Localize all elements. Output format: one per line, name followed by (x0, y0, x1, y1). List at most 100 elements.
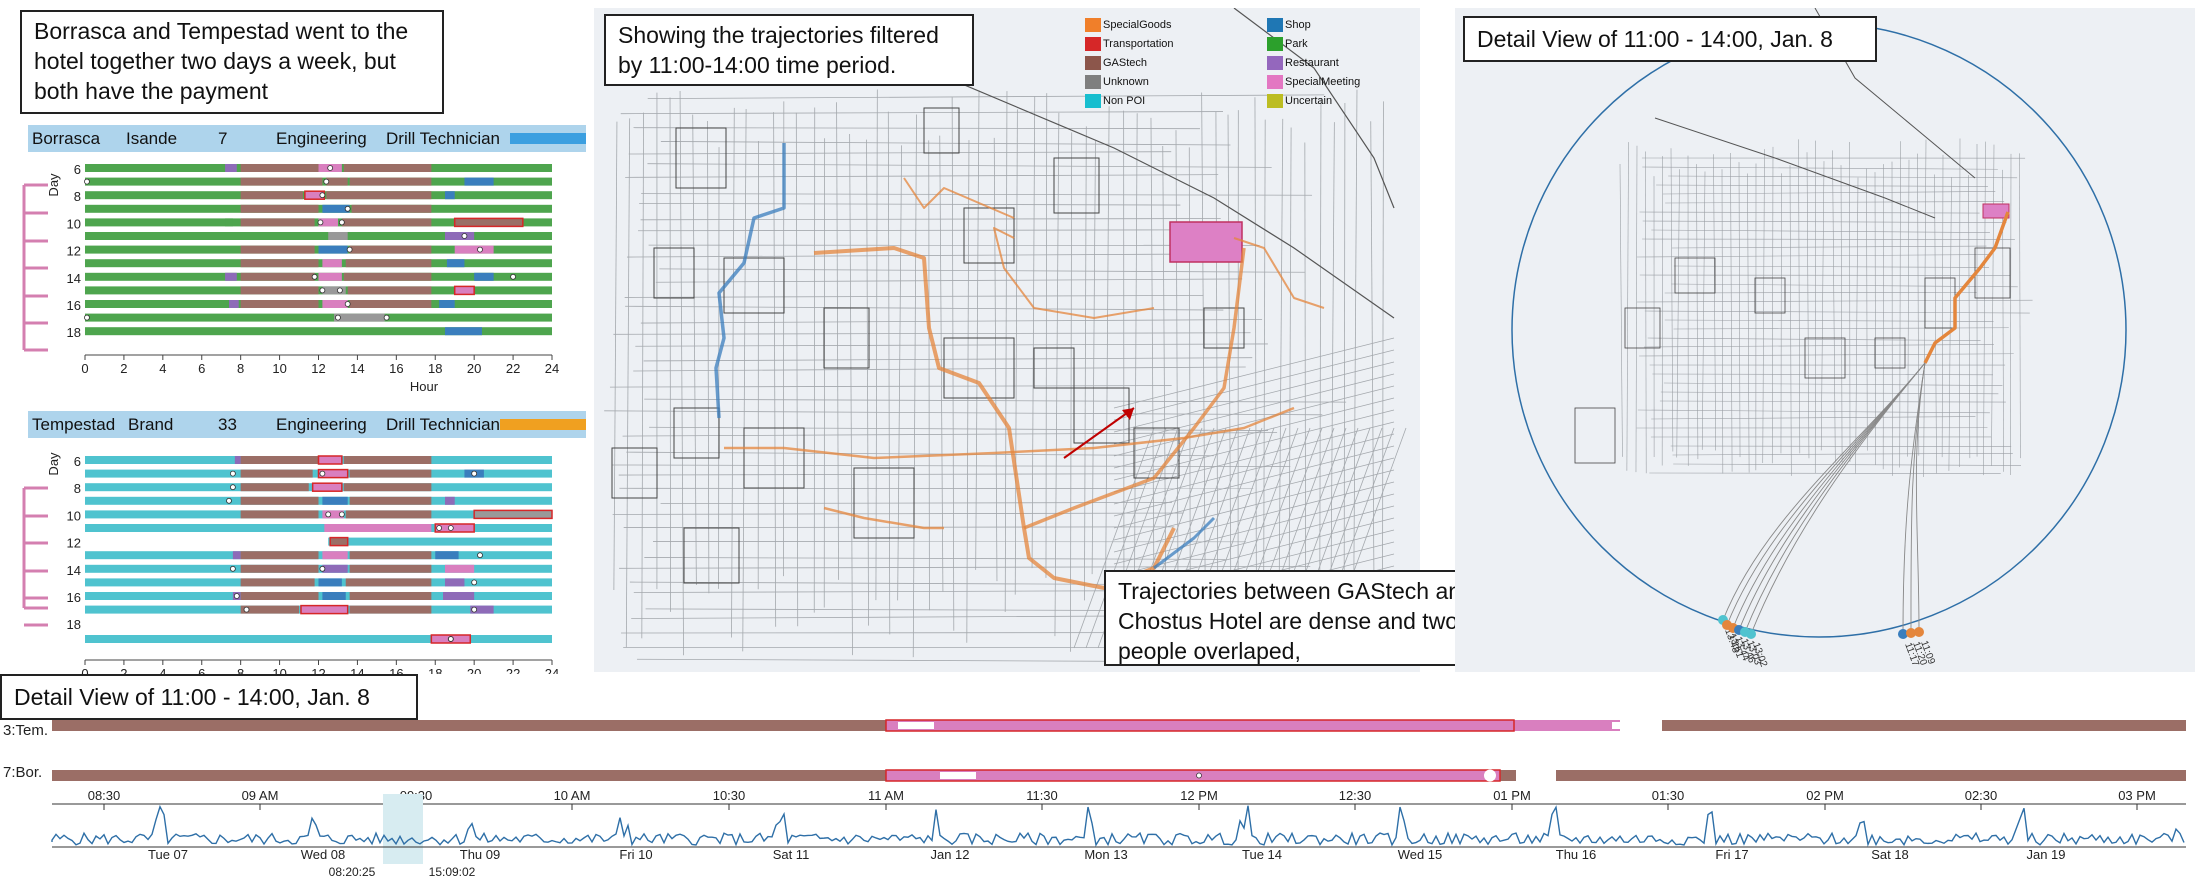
event-marker[interactable] (229, 470, 236, 477)
activity-segment[interactable] (240, 259, 319, 268)
gastech-bar[interactable] (1556, 770, 2186, 781)
activity-segment[interactable] (446, 259, 465, 268)
event-marker[interactable] (337, 287, 343, 294)
activity-segment[interactable] (225, 218, 233, 227)
event-marker[interactable] (383, 314, 390, 321)
activity-segment[interactable] (329, 536, 349, 547)
activity-segment[interactable] (322, 496, 348, 505)
activity-segment[interactable] (317, 468, 349, 479)
activity-segment[interactable] (240, 191, 303, 200)
activity-segment[interactable] (326, 191, 432, 200)
activity-segment[interactable] (300, 604, 349, 615)
activity-segment[interactable] (345, 578, 432, 587)
event-marker[interactable] (323, 178, 330, 185)
event-marker[interactable] (471, 470, 478, 477)
hotel-area[interactable] (1169, 221, 1243, 263)
event-marker[interactable] (477, 246, 483, 253)
activity-segment[interactable] (322, 286, 346, 295)
activity-segment[interactable] (349, 496, 432, 505)
day-row-bar[interactable] (328, 537, 552, 546)
activity-segment[interactable] (349, 177, 432, 186)
activity-segment[interactable] (454, 245, 494, 254)
activity-segment[interactable] (349, 300, 432, 308)
activity-segment[interactable] (240, 496, 319, 505)
event-marker[interactable] (319, 565, 326, 572)
event-marker[interactable] (84, 178, 90, 185)
activity-segment[interactable] (240, 483, 309, 492)
transport-highlight[interactable] (885, 719, 1515, 732)
activity-segment[interactable] (349, 605, 432, 614)
activity-segment[interactable] (334, 313, 385, 322)
event-marker[interactable] (510, 273, 516, 280)
day-row-bar[interactable] (85, 635, 552, 643)
activity-segment[interactable] (240, 204, 319, 213)
activity-segment[interactable] (240, 510, 319, 519)
meeting-segment[interactable] (886, 770, 1500, 781)
time-marker[interactable] (1906, 628, 1916, 638)
event-marker[interactable] (229, 565, 236, 572)
event-marker[interactable] (344, 205, 351, 212)
activity-segment[interactable] (347, 286, 432, 295)
trajectory[interactable] (1233, 237, 1325, 309)
activity-segment[interactable] (318, 218, 338, 227)
event-marker[interactable] (436, 525, 443, 531)
activity-sparkline[interactable] (51, 804, 2185, 847)
activity-segment[interactable] (439, 300, 455, 308)
activity-segment[interactable] (322, 300, 348, 308)
event-marker[interactable] (477, 552, 483, 559)
event-marker[interactable] (319, 192, 326, 199)
event-marker[interactable] (325, 511, 332, 518)
activity-segment[interactable] (349, 592, 432, 600)
event-marker[interactable] (335, 314, 341, 321)
event-marker[interactable] (1196, 772, 1202, 779)
event-marker[interactable] (226, 497, 232, 504)
legend-item[interactable]: Non POI (1085, 94, 1145, 108)
event-marker[interactable] (233, 593, 240, 599)
meeting-segment[interactable] (886, 720, 1620, 731)
event-marker[interactable] (229, 484, 236, 491)
activity-segment[interactable] (322, 551, 348, 560)
activity-segment[interactable] (318, 245, 348, 254)
event-marker[interactable] (344, 301, 351, 307)
activity-segment[interactable] (444, 496, 455, 505)
event-marker[interactable] (319, 287, 326, 294)
activity-segment[interactable] (473, 509, 553, 520)
legend-item[interactable]: GAStech (1085, 56, 1147, 70)
event-marker[interactable] (471, 606, 478, 613)
activity-segment[interactable] (240, 592, 319, 600)
event-marker[interactable] (471, 579, 478, 586)
activity-segment[interactable] (232, 551, 241, 560)
activity-segment[interactable] (444, 578, 465, 587)
activity-segment[interactable] (351, 204, 432, 213)
activity-segment[interactable] (453, 285, 475, 296)
trajectory[interactable] (1923, 211, 2010, 364)
activity-segment[interactable] (240, 469, 313, 478)
activity-segment[interactable] (444, 327, 482, 336)
activity-segment[interactable] (444, 232, 475, 240)
activity-segment[interactable] (349, 564, 432, 573)
event-marker[interactable] (327, 165, 334, 171)
activity-segment[interactable] (240, 300, 319, 308)
activity-segment[interactable] (317, 455, 343, 465)
legend-item[interactable]: Unknown (1085, 75, 1149, 89)
activity-segment[interactable] (345, 510, 432, 519)
trajectory[interactable] (1023, 247, 1246, 530)
activity-segment[interactable] (240, 286, 319, 295)
activity-segment[interactable] (349, 469, 432, 478)
activity-segment[interactable] (311, 482, 343, 492)
activity-segment[interactable] (324, 524, 432, 532)
activity-segment[interactable] (322, 510, 344, 519)
event-marker[interactable] (338, 219, 345, 226)
detail-circle-panel[interactable]: 13:48 13:51 13:44 13:46 13:03 13:02 11:17 11:20… (1455, 7, 2195, 672)
event-marker[interactable] (317, 219, 324, 226)
activity-segment[interactable] (444, 191, 455, 200)
activity-segment[interactable] (349, 245, 432, 254)
trajectory[interactable] (1153, 516, 1216, 570)
time-marker[interactable] (1898, 629, 1908, 639)
activity-segment[interactable] (322, 204, 350, 213)
activity-segment[interactable] (322, 259, 342, 268)
activity-segment[interactable] (326, 177, 348, 186)
activity-segment[interactable] (225, 164, 237, 172)
